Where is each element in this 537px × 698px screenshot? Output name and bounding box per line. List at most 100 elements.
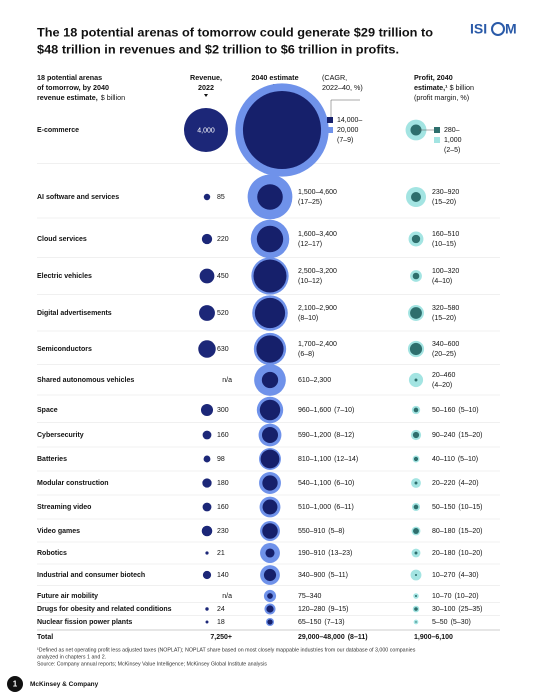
arrow bbox=[204, 94, 208, 97]
title-line: $48 trillion in revenues and $2 trillion… bbox=[37, 42, 399, 56]
revenue-2022-bubble bbox=[200, 403, 214, 417]
callout: 1,000 bbox=[444, 137, 462, 144]
profit-low-bubble bbox=[410, 124, 422, 136]
value-label: 520 bbox=[217, 310, 229, 317]
estimate-label: 1,600–3,400 bbox=[298, 231, 337, 238]
margin-label: (25–35) bbox=[458, 606, 482, 613]
category-label: Electric vehicles bbox=[37, 273, 92, 280]
estimate-label: 590–1,200 (8–12) bbox=[298, 432, 354, 439]
estimate-low-bubble bbox=[242, 90, 322, 170]
cagr-label: (5–11) bbox=[328, 572, 348, 579]
profit-label: 40–110 (5–10) bbox=[432, 456, 478, 463]
margin-label: (4–30) bbox=[458, 572, 478, 579]
value-label: 21 bbox=[217, 550, 225, 557]
profit-label: 30–100 (25–35) bbox=[432, 606, 483, 613]
estimate-label: 810–1,100 (12–14) bbox=[298, 456, 358, 463]
estimate-label: 2,100–2,900 bbox=[298, 305, 337, 312]
estimate-low-bubble bbox=[265, 548, 275, 558]
callout: 14,000– bbox=[337, 117, 362, 124]
estimate-label: 2,500–3,200 bbox=[298, 268, 337, 275]
margin-label: (10–15) bbox=[432, 241, 456, 248]
estimate-low-bubble bbox=[261, 426, 279, 444]
profit-low-bubble bbox=[411, 234, 421, 244]
value-label: 180 bbox=[217, 480, 229, 487]
estimate-low-bubble bbox=[253, 259, 287, 293]
category-label: Nuclear fission power plants bbox=[37, 619, 132, 626]
estimate-label: 75–340 bbox=[298, 593, 321, 600]
value-label: 300 bbox=[217, 407, 229, 414]
profit-low-bubble bbox=[415, 621, 417, 623]
title-line: The 18 potential arenas of tomorrow coul… bbox=[37, 25, 434, 39]
cagr-label: (8–10) bbox=[298, 315, 318, 322]
rows: E-commerce 4,000 AI software and services 8… bbox=[37, 83, 500, 641]
estimate-label: 960–1,600 (7–10) bbox=[298, 407, 354, 414]
revenue-2022-bubble bbox=[202, 502, 212, 512]
margin-label: (10–20) bbox=[454, 593, 478, 600]
cagr-label: (17–25) bbox=[298, 199, 322, 206]
profit-low-bubble bbox=[414, 378, 418, 382]
profit-range: 5–50 bbox=[432, 619, 448, 626]
revenue-2022-bubble bbox=[199, 305, 215, 321]
cagr-label: (9–15) bbox=[328, 606, 348, 613]
estimate-range: 590–1,200 bbox=[298, 432, 331, 439]
estimate-low-bubble bbox=[257, 184, 283, 210]
profit-range: 80–180 bbox=[432, 528, 455, 535]
cagr-label: (12–14) bbox=[334, 456, 358, 463]
profit-low-bubble bbox=[414, 551, 418, 555]
logo-text: ISI bbox=[470, 21, 487, 37]
revenue-2022-bubble bbox=[201, 233, 213, 245]
category-label: Future air mobility bbox=[37, 593, 98, 600]
category-label: E-commerce bbox=[37, 127, 79, 134]
revenue-2022-bubble bbox=[199, 268, 215, 284]
cagr-label: (10–12) bbox=[298, 278, 322, 285]
total-value: 1,900–6,100 bbox=[414, 634, 453, 641]
profit-label: 20–180 (10–20) bbox=[432, 550, 483, 557]
cagr-label: (8–12) bbox=[334, 432, 354, 439]
callout: (2–5) bbox=[444, 147, 460, 154]
cagr-label: (6–10) bbox=[334, 480, 354, 487]
revenue-2022-bubble bbox=[198, 340, 216, 358]
estimate-label: 1,500–4,600 bbox=[298, 189, 337, 196]
profit-range: 50–150 bbox=[432, 504, 455, 511]
margin-label: (5–10) bbox=[458, 407, 478, 414]
estimate-label: 120–280 (9–15) bbox=[298, 606, 349, 613]
footnote: ¹Defined as net operating profit less ad… bbox=[37, 647, 416, 653]
revenue-2022-bubble bbox=[205, 607, 209, 611]
category-label: Streaming video bbox=[37, 504, 91, 511]
brand: McKinsey & Company bbox=[30, 681, 99, 688]
profit-low-bubble bbox=[414, 573, 418, 577]
value-label: 630 bbox=[217, 346, 229, 353]
value-label: 24 bbox=[217, 606, 225, 613]
category-label: Cloud services bbox=[37, 236, 87, 243]
category-label: Digital advertisements bbox=[37, 310, 112, 317]
page-badge bbox=[7, 676, 23, 692]
column-header: estimate,¹ $ billion bbox=[414, 83, 474, 92]
margin-label: (15–20) bbox=[458, 432, 482, 439]
profit-low-bubble bbox=[414, 481, 418, 485]
cagr-label: (13–23) bbox=[328, 550, 352, 557]
label-header: 18 potential arenas bbox=[37, 73, 102, 82]
profit-label: 90–240 (15–20) bbox=[432, 432, 483, 439]
total-value: 7,250+ bbox=[210, 634, 232, 641]
profit-low-bubble bbox=[413, 407, 419, 413]
cagr-label: (7–10) bbox=[334, 407, 354, 414]
revenue-2022-bubble bbox=[203, 193, 211, 201]
revenue-2022-bubble bbox=[203, 455, 211, 463]
estimate-range: 65–150 bbox=[298, 619, 321, 626]
estimate-range: 75–340 bbox=[298, 593, 321, 600]
value-label: 18 bbox=[217, 619, 225, 626]
cagr-label: (5–8) bbox=[328, 528, 344, 535]
value-label: 160 bbox=[217, 432, 229, 439]
category-label: Space bbox=[37, 407, 58, 414]
profit-range: 10–270 bbox=[432, 572, 455, 579]
profit-label: 160–510 bbox=[432, 231, 459, 238]
category-label: Cybersecurity bbox=[37, 432, 84, 439]
profit-label: 100–320 bbox=[432, 268, 459, 275]
callout: (7–9) bbox=[337, 137, 353, 144]
revenue-2022-bubble bbox=[205, 551, 209, 555]
column-note: 2022–40, %) bbox=[322, 83, 363, 92]
profit-low-bubble bbox=[410, 191, 422, 203]
total-range: 29,000–48,000 bbox=[298, 634, 345, 641]
profit-label: 10–270 (4–30) bbox=[432, 572, 479, 579]
